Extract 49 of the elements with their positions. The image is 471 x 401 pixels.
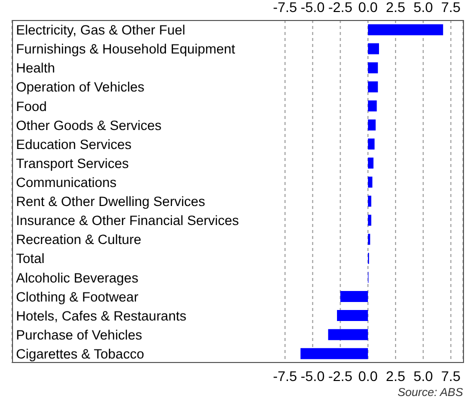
y-tick-label: Recreation & Culture [16,232,142,248]
x-tick-label: -5.0 [300,368,325,384]
y-tick-label: Furnishings & Household Equipment [16,42,236,57]
x-tick-label: -7.5 [272,368,298,384]
bar [368,43,379,54]
y-tick-label: Food [16,98,47,114]
bar [336,310,368,322]
bar [340,290,368,302]
x2-tick-label: 5.0 [413,0,434,15]
x-tick-label: 7.5 [441,368,461,384]
x2-tick-label: 2.5 [386,0,406,15]
y-tick-label: Insurance & Other Financial Services [16,213,240,228]
bar [368,158,374,169]
y-tick-label: Clothing & Footwear [16,289,139,304]
x-tick-label: 0.0 [358,368,378,384]
bar [368,214,372,226]
y-tick-label: Rent & Other Dwelling Services [16,194,206,210]
x2-tick-label: 7.5 [441,0,461,15]
y-tick-label: Hotels, Cafes & Restaurants [16,308,187,324]
y-tick-label: Transport Services [16,156,130,171]
bar [368,100,377,112]
x2-tick-label: 0.0 [358,0,378,15]
bar [368,119,376,130]
source-note: Source: ABS [398,387,463,399]
x-tick-label: 2.5 [386,368,406,384]
x2-tick-label: -7.5 [272,0,298,15]
x-tick-label: 5.0 [413,368,434,384]
y-tick-label: Alcoholic Beverages [16,270,139,286]
y-tick-label: Electricity, Gas & Other Fuel [16,22,186,38]
y-tick-label: Purchase of Vehicles [16,327,142,342]
bar [368,81,378,92]
y-tick-label: Operation of Vehicles [16,80,145,95]
x2-tick-label: -5.0 [300,0,325,15]
y-tick-label: Health [16,60,56,76]
bar [368,196,372,207]
y-tick-label: Education Services [16,136,132,152]
bar [368,176,372,188]
bar [368,24,444,36]
y-tick-label: Cigarettes & Tobacco [16,346,144,362]
x2-tick-label: -2.5 [328,0,353,15]
bar [368,138,375,150]
y-tick-label: Communications [16,174,117,190]
bar [368,62,378,74]
y-tick-label: Total [16,251,45,266]
bar [328,329,368,340]
bar [368,234,370,245]
bar [300,348,368,360]
y-tick-label: Other Goods & Services [16,118,162,133]
x-tick-label: -2.5 [328,368,353,384]
